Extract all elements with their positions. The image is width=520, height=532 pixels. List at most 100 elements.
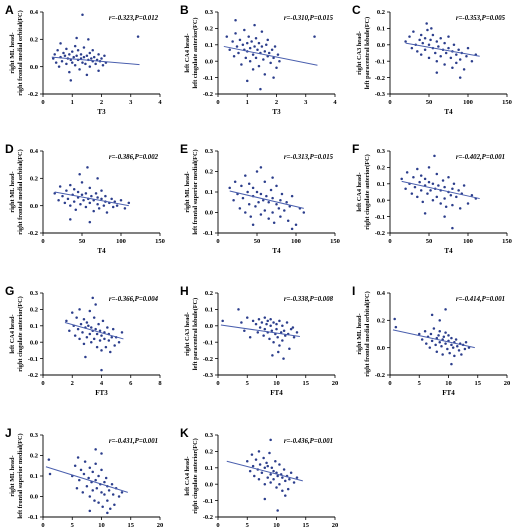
data-point xyxy=(428,346,432,349)
data-point xyxy=(272,321,275,324)
data-point xyxy=(243,28,246,32)
data-point xyxy=(100,57,103,60)
data-point xyxy=(278,344,281,347)
data-point xyxy=(443,197,446,200)
y-tick-label: 0.0 xyxy=(377,345,385,352)
y-axis-label-line-2: right cingulate anterior(FC) xyxy=(192,438,199,514)
data-point xyxy=(276,474,279,478)
data-point xyxy=(447,175,450,179)
data-point xyxy=(240,184,243,188)
data-point xyxy=(62,51,65,55)
x-tick-label: 0 xyxy=(216,380,219,387)
data-point xyxy=(254,205,257,208)
data-point xyxy=(272,469,275,473)
data-point xyxy=(243,329,246,332)
data-point xyxy=(437,45,440,48)
data-point xyxy=(76,49,80,52)
y-tick-label: 0.4 xyxy=(30,148,39,155)
data-point xyxy=(57,198,60,202)
data-point xyxy=(290,227,294,231)
data-point xyxy=(98,339,102,342)
data-point xyxy=(439,202,442,205)
data-point xyxy=(110,197,113,201)
data-point xyxy=(446,347,449,351)
data-point xyxy=(275,486,278,489)
data-point xyxy=(78,478,81,482)
data-point xyxy=(270,48,274,51)
data-point xyxy=(400,177,403,181)
y-axis-label-line-1: left CA4 head- xyxy=(356,172,363,211)
data-point xyxy=(255,190,259,194)
data-point xyxy=(111,493,115,496)
data-point xyxy=(251,464,255,468)
x-tick-label: 0 xyxy=(41,238,44,245)
data-point xyxy=(87,476,90,480)
data-point xyxy=(82,46,86,49)
panel-g: G 0 2 4 6 8 -0.2 -0.1 0.0 0.1 0.2 0.3 r=-0.366,P=0.0… xyxy=(5,284,162,397)
data-point xyxy=(291,326,295,329)
x-tick-label: 4 xyxy=(100,380,104,387)
data-point xyxy=(97,207,101,210)
data-point xyxy=(115,204,119,207)
data-point xyxy=(91,489,94,492)
y-tick-label: 0.0 xyxy=(377,42,385,49)
stat-annotation: r=-0.436,P=0.001 xyxy=(284,438,333,445)
data-point xyxy=(272,76,275,79)
data-point xyxy=(285,321,289,324)
data-point xyxy=(265,322,268,326)
data-point xyxy=(269,438,272,442)
data-point xyxy=(412,175,415,179)
panel-b: B 0 1 2 3 4 -0.2 -0.1 0.0 0.1 0.2 0.3 r=-0.310,P=0.0… xyxy=(180,3,337,116)
data-point xyxy=(443,215,446,218)
data-point xyxy=(269,188,273,192)
data-point xyxy=(457,48,460,51)
data-point xyxy=(266,38,269,42)
data-point xyxy=(294,223,298,227)
data-point xyxy=(432,327,436,330)
data-point xyxy=(281,324,284,328)
data-point xyxy=(267,217,270,220)
data-point xyxy=(419,53,423,56)
y-tick-label: 0.1 xyxy=(205,307,213,314)
y-tick-label: 0.2 xyxy=(377,318,385,325)
data-point xyxy=(244,174,247,177)
data-point xyxy=(120,491,124,494)
regression-line xyxy=(220,324,300,337)
data-point xyxy=(110,336,113,339)
data-point xyxy=(286,219,290,222)
data-point xyxy=(258,326,262,329)
data-point xyxy=(437,334,440,337)
data-point xyxy=(241,43,245,47)
y-tick-label: 0.1 xyxy=(30,473,38,480)
y-tick-label: -0.1 xyxy=(28,514,38,521)
data-point xyxy=(292,481,296,484)
data-point xyxy=(272,340,275,344)
data-point xyxy=(251,319,255,323)
data-point xyxy=(246,190,249,194)
x-tick-label: 6 xyxy=(129,380,133,387)
stat-annotation: r=-0.323,P=0.012 xyxy=(109,15,159,22)
data-point xyxy=(120,331,124,334)
data-point xyxy=(87,324,90,328)
x-tick-label: 0 xyxy=(41,99,44,106)
data-point xyxy=(92,337,96,341)
y-tick-label: 0.1 xyxy=(377,26,385,33)
x-tick-label: 0 xyxy=(388,99,391,106)
x-tick-label: 50 xyxy=(426,99,433,106)
data-point xyxy=(97,501,100,504)
data-point xyxy=(246,316,249,319)
data-point xyxy=(97,53,100,56)
data-point xyxy=(85,54,89,57)
y-axis-label-line-1: right CA3 head- xyxy=(356,31,363,75)
data-point xyxy=(431,33,435,37)
data-point xyxy=(266,476,269,479)
data-point xyxy=(100,349,103,352)
data-point xyxy=(302,211,306,214)
x-tick-label: 2 xyxy=(100,99,103,106)
data-point xyxy=(439,36,442,40)
data-point xyxy=(265,43,268,47)
data-point xyxy=(113,344,116,347)
data-point xyxy=(255,170,259,173)
x-tick-label: 4 xyxy=(158,99,162,106)
data-point xyxy=(394,325,398,329)
